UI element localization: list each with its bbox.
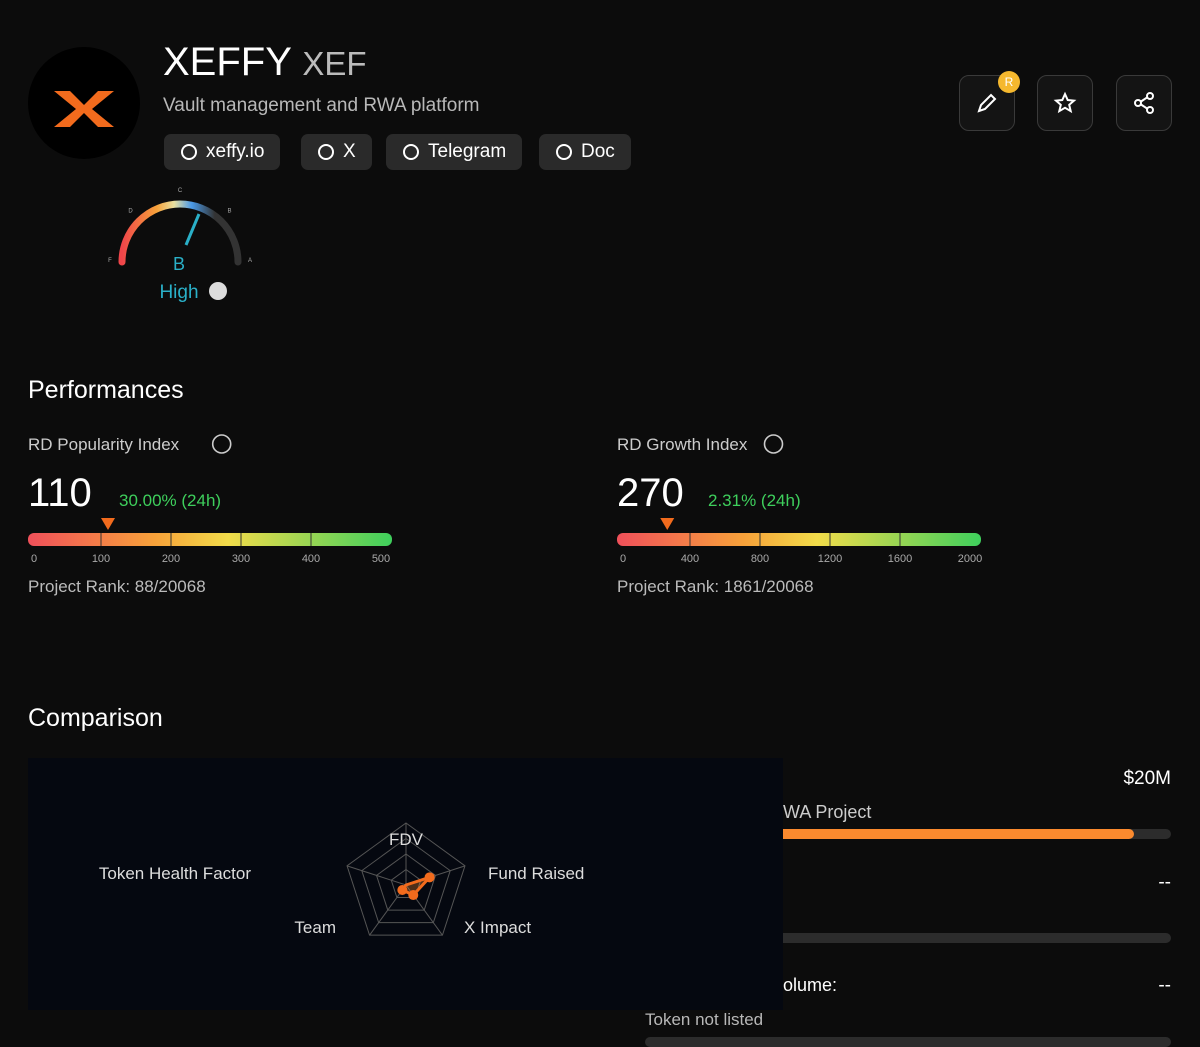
favorite-button[interactable]: [1037, 75, 1093, 131]
section-title: Comparison: [28, 704, 163, 732]
progress-track: [645, 933, 1171, 943]
index-value: 270: [617, 471, 684, 515]
scale-tick-label: 500: [372, 553, 390, 565]
detail-label: olume:: [783, 975, 838, 995]
radar-chart: FDV Fund Raised X Impact Team Token Health F…: [28, 758, 783, 1010]
radar-ring: [375, 853, 437, 911]
radar-axis-label: X Impact: [464, 918, 531, 937]
link-label: Doc: [581, 141, 615, 162]
logo-mark: [54, 91, 114, 127]
scale-tick-label: 400: [302, 553, 320, 565]
detail-label: WA Project: [783, 802, 872, 822]
radar-ring: [361, 837, 451, 924]
radar-axis-label: Fund Raised: [488, 864, 584, 883]
index-change: 2.31% (24h): [708, 491, 801, 510]
share-button[interactable]: [1116, 75, 1172, 131]
progress-track: [645, 829, 1171, 839]
scale-bar: [617, 533, 981, 546]
scale-tick-label: 1200: [818, 553, 842, 565]
project-rank: Project Rank: 88/20068: [28, 577, 206, 596]
link-button[interactable]: xeffy.io: [164, 134, 281, 170]
index-marker: [660, 518, 675, 530]
ticker: XEF: [302, 45, 367, 82]
link-button[interactable]: Doc: [539, 134, 631, 170]
grade: B: [173, 254, 185, 274]
link-label: X: [343, 141, 356, 162]
progress-fill: [645, 829, 1135, 839]
scale-tick-label: 0: [620, 553, 626, 565]
scale-tick-label: 800: [751, 553, 769, 565]
detail-note: Token not listed: [645, 1010, 764, 1029]
radar-point: [408, 890, 419, 901]
info-icon: [763, 434, 784, 454]
link-button[interactable]: Telegram: [386, 134, 523, 170]
info-icon: [211, 434, 232, 454]
gauge-letter: D: [128, 209, 133, 215]
gauge-letter: F: [108, 258, 112, 264]
radar-axis-label: Team: [294, 918, 336, 937]
detail-value: $20M: [1123, 768, 1171, 789]
detail-value: --: [1158, 975, 1171, 996]
progress-track: [645, 1037, 1171, 1047]
project-rank: Project Rank: 1861/20068: [617, 577, 814, 596]
radar-point: [424, 872, 435, 883]
link-label: Telegram: [428, 141, 507, 162]
scale-tick-label: 300: [232, 553, 250, 565]
scale-tick-label: 200: [162, 553, 180, 565]
index-label: RD Growth Index: [617, 435, 748, 454]
gauge-letter: B: [227, 209, 231, 215]
radar-ring: [346, 822, 466, 936]
project-name: XEFFY: [163, 40, 292, 84]
gauge-letter: C: [178, 188, 183, 194]
logo: [28, 47, 140, 159]
badge: R: [998, 71, 1020, 93]
link-button[interactable]: X: [301, 134, 372, 170]
level: High: [159, 282, 198, 303]
link-label: xeffy.io: [206, 141, 265, 162]
scale-tick-label: 400: [681, 553, 699, 565]
scale-tick-label: 1600: [888, 553, 912, 565]
radar-point: [397, 885, 408, 896]
rating-gauge: F D C B A B High: [108, 188, 252, 303]
scale-tick-label: 0: [31, 553, 37, 565]
index-change: 30.00% (24h): [119, 491, 221, 510]
radar-ring: [390, 868, 422, 899]
performances: RD Popularity Index 110 30.00% (24h) 0 100 20…: [28, 434, 982, 596]
detail-value: --: [1158, 872, 1171, 893]
description: Vault management and RWA platform: [163, 95, 480, 116]
scale-tick-label: 2000: [958, 553, 982, 565]
scale-bar: [28, 533, 392, 546]
section-title: Performances: [28, 376, 184, 404]
radar-spoke: [346, 865, 407, 886]
index-label: RD Popularity Index: [28, 435, 180, 454]
gauge-letter: A: [248, 258, 252, 264]
radar-axis-label: Token Health Factor: [99, 864, 251, 883]
radar-axis-label: FDV: [389, 830, 424, 849]
scale-tick-label: 100: [92, 553, 110, 565]
index-marker: [101, 518, 115, 530]
index-value: 110: [28, 471, 92, 515]
